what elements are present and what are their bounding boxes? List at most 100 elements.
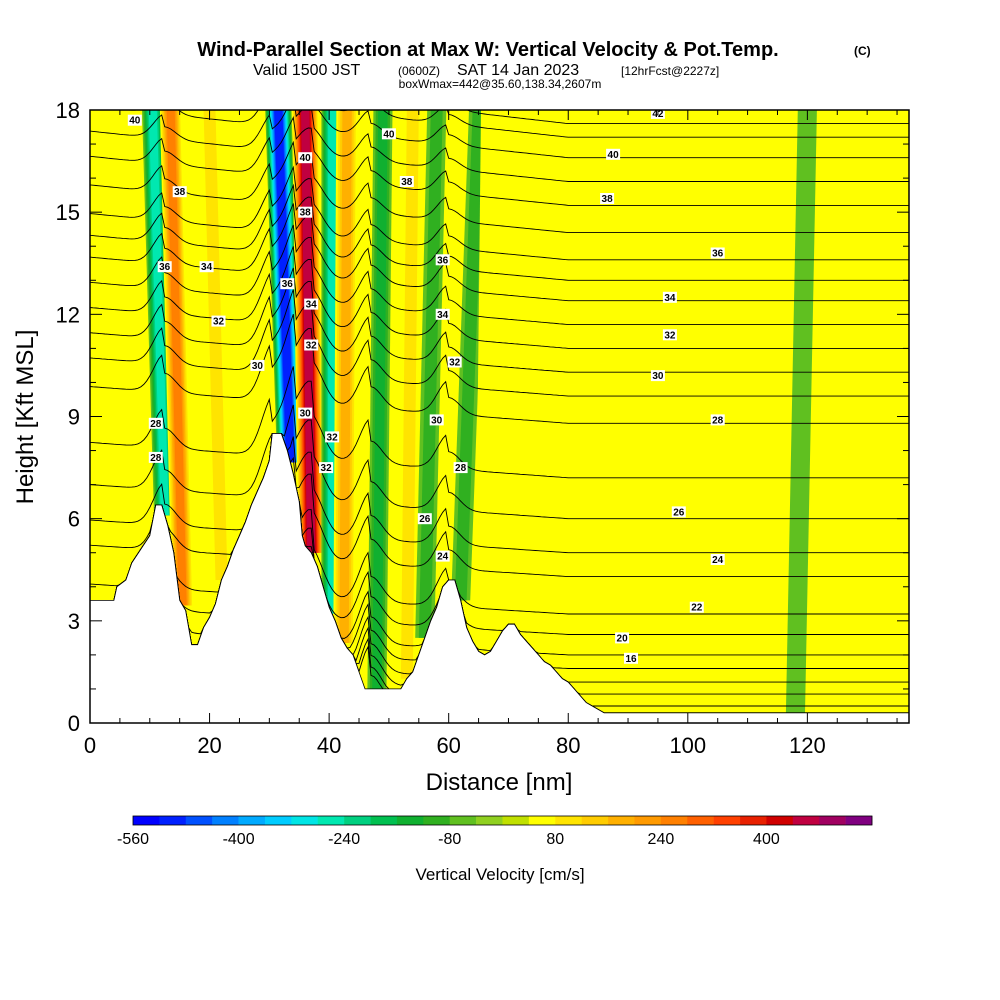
contour-label: 30 xyxy=(652,371,664,382)
contour-label: 28 xyxy=(150,453,162,464)
contour-label-bg xyxy=(710,247,725,259)
theta-contour xyxy=(90,433,909,578)
contour-label-bg xyxy=(157,261,172,273)
terrain-fill xyxy=(90,433,909,723)
colorbar-swatch xyxy=(634,816,662,825)
contour-label-bg xyxy=(148,451,163,463)
contour-label: 36 xyxy=(712,249,724,260)
colorbar-swatch xyxy=(370,816,398,825)
contour-label-bg xyxy=(280,278,295,290)
contour-label: 40 xyxy=(129,116,141,127)
contour-label: 34 xyxy=(201,262,213,273)
contour-label: 32 xyxy=(306,341,318,352)
colorbar-swatch xyxy=(792,816,820,825)
colorbar-swatch xyxy=(766,816,794,825)
contour-label: 26 xyxy=(419,514,431,525)
contour-label-bg xyxy=(199,261,214,273)
contour-label-bg xyxy=(298,206,313,218)
theta-contour xyxy=(90,404,909,520)
colorbar-swatch xyxy=(238,816,266,825)
x-tick-label: 100 xyxy=(669,733,706,758)
contour-label: 34 xyxy=(437,310,449,321)
colorbar-tick-label: -560 xyxy=(117,831,149,848)
colorbar-swatch xyxy=(344,816,371,825)
contour-label: 40 xyxy=(300,153,312,164)
x-tick-label: 40 xyxy=(317,733,341,758)
contour-label: 34 xyxy=(664,293,676,304)
colorbar-tick-label: 400 xyxy=(753,831,780,848)
copyright-mark: (C) xyxy=(854,44,871,58)
colorbar-swatch xyxy=(476,816,503,825)
theta-contour xyxy=(90,115,909,206)
vertical-velocity-field xyxy=(90,110,909,723)
contour-label: 28 xyxy=(455,463,467,474)
contour-label: 20 xyxy=(617,633,629,644)
theta-contour xyxy=(564,110,909,111)
x-tick-label: 60 xyxy=(436,733,460,758)
colorbar-swatch xyxy=(528,816,556,825)
w-band xyxy=(454,110,485,601)
colorbar: -560 -400 -240 -80 80 240 400 xyxy=(117,815,873,848)
contour-label: 32 xyxy=(664,330,676,341)
chart-title: Wind-Parallel Section at Max W: Vertical… xyxy=(197,39,778,61)
contour-label: 24 xyxy=(437,552,449,563)
contour-label: 32 xyxy=(327,432,339,443)
w-band xyxy=(328,110,337,614)
x-tick-label: 20 xyxy=(197,733,221,758)
contour-label-bg xyxy=(435,254,450,266)
contour-label-bg xyxy=(304,298,319,310)
contour-label-bg xyxy=(172,186,187,198)
contour-label-bg xyxy=(399,176,414,187)
theta-contour xyxy=(90,289,909,397)
forecast-info: [12hrFcst@2227z] xyxy=(621,64,719,78)
contour-label: 36 xyxy=(437,255,449,266)
y-tick-label: 6 xyxy=(68,507,80,532)
contour-label: 38 xyxy=(401,177,413,188)
colorbar-swatch xyxy=(660,816,688,825)
contour-label: 28 xyxy=(150,419,162,430)
contour-label: 28 xyxy=(712,415,724,426)
w-band xyxy=(475,110,501,655)
contour-label: 38 xyxy=(602,194,614,205)
colorbar-swatch xyxy=(264,816,292,825)
theta-contour xyxy=(90,314,909,424)
theta-contour xyxy=(90,267,909,373)
contour-label-bg xyxy=(650,370,665,382)
contour-label: 30 xyxy=(252,361,264,372)
colorbar-swatch xyxy=(740,816,767,825)
colorbar-swatch xyxy=(819,816,846,825)
contour-label: 32 xyxy=(213,317,225,328)
contour-label: 36 xyxy=(159,262,171,273)
colorbar-swatch xyxy=(396,816,424,825)
theta-contour xyxy=(90,246,909,349)
colorbar-swatch xyxy=(845,816,873,825)
contour-label: 26 xyxy=(673,507,685,518)
colorbar-swatch xyxy=(608,816,635,825)
contour-label-bg xyxy=(325,431,340,443)
contour-label-bg xyxy=(606,148,621,160)
x-tick-label: 0 xyxy=(84,733,96,758)
contour-label-bg xyxy=(689,601,704,613)
w-band xyxy=(785,110,817,713)
theta-contour xyxy=(90,433,909,554)
colorbar-swatch xyxy=(687,816,714,825)
w-band xyxy=(827,110,853,713)
contour-label: 24 xyxy=(712,555,724,566)
contour-label: 22 xyxy=(691,603,703,614)
contour-label-bg xyxy=(435,550,450,562)
contour-label-bg xyxy=(148,417,163,429)
contour-label-bg xyxy=(600,193,615,204)
w-band xyxy=(203,110,228,580)
theta-contour xyxy=(90,203,909,302)
theta-contour xyxy=(337,110,909,138)
colorbar-tick-label: 240 xyxy=(648,831,675,848)
colorbar-swatch xyxy=(185,816,213,825)
contour-label-bg xyxy=(250,359,265,371)
contour-label-bg xyxy=(298,407,313,419)
x-axis-title: Distance [nm] xyxy=(426,769,573,796)
w-band xyxy=(339,110,352,643)
contour-label-bg xyxy=(417,513,432,525)
